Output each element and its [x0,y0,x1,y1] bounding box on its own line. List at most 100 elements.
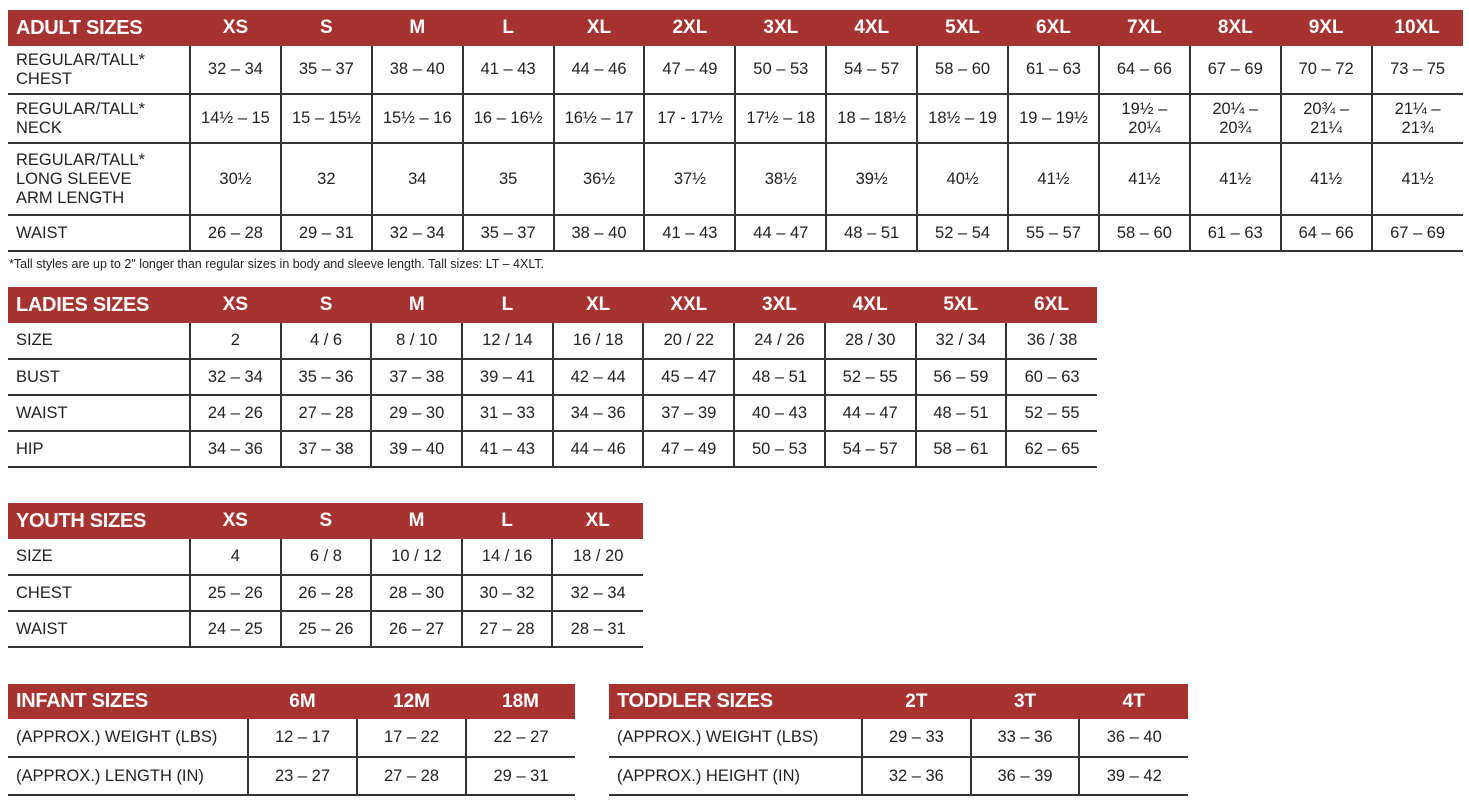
measurement-cell: 58 – 60 [1097,215,1190,252]
measurement-cell: 67 – 69 [1370,215,1463,252]
row-label: (APPROX.) WEIGHT (LBS) [8,719,248,758]
measurement-cell: 44 – 47 [823,395,916,432]
row-label: (APPROX.) WEIGHT (LBS) [609,719,862,758]
measurement-cell: 32 – 34 [370,215,463,252]
youth-sizes-table: YOUTH SIZES XS S M L XL SIZE 4 6 / 8 10 / 12 14 / … [8,503,643,648]
measurement-cell: 55 – 57 [1007,215,1099,252]
measurement-cell: 41½ [1370,143,1463,216]
measurement-cell: 29 – 33 [861,719,971,758]
measurement-cell: 20¼ – 20¾ [1188,94,1281,144]
size-header: 4XL [826,10,918,46]
measurement-cell: 18 / 20 [551,539,643,576]
measurement-cell: 18 – 18½ [825,94,918,144]
measurement-cell: 38 – 40 [552,215,645,252]
measurement-cell: 16½ – 17 [552,94,645,144]
measurement-cell: 24 / 26 [733,323,825,360]
measurement-cell: 17½ – 18 [734,94,827,144]
measurement-cell: 44 – 46 [551,431,644,468]
measurement-cell: 52 – 55 [1005,395,1097,432]
measurement-cell: 60 – 63 [1005,359,1097,396]
size-header: L [461,503,553,539]
measurement-cell: 16 – 16½ [461,94,554,144]
table-row: WAIST 26 – 28 29 – 31 32 – 34 35 – 37 38 – 40… [8,215,1463,252]
row-label: SIZE [8,323,191,360]
measurement-cell: 39½ [825,143,918,216]
measurement-cell: 36 – 39 [969,757,1080,796]
row-label: WAIST [8,395,191,432]
size-header: M [371,287,463,323]
measurement-cell: 73 – 75 [1370,46,1463,95]
header-row: YOUTH SIZES XS S M L XL [8,503,643,539]
measurement-cell: 32 – 34 [551,575,643,612]
measurement-cell: 50 – 53 [734,46,827,95]
size-header: 3T [970,684,1080,719]
measurement-cell: 34 – 36 [189,431,281,468]
measurement-cell: 70 – 72 [1279,46,1372,95]
size-header: L [462,287,553,323]
measurement-cell: 29 – 30 [370,395,463,432]
table-row: (APPROX.) WEIGHT (LBS) 12 – 17 17 – 22 22 –… [8,719,575,758]
measurement-cell: 64 – 66 [1097,46,1190,95]
size-header: 6XL [1008,10,1099,46]
measurement-cell: 36 / 38 [1005,323,1097,360]
row-label: REGULAR/TALL* LONG SLEEVE ARM LENGTH [8,143,191,216]
measurement-cell: 31 – 33 [461,395,553,432]
infant-sizes-table: INFANT SIZES 6M 12M 18M (APPROX.) WEIGHT (LB… [8,684,575,796]
measurement-cell: 41½ [1279,143,1372,216]
table-row: WAIST 24 – 26 27 – 28 29 – 30 31 – 33 34 – 36… [8,395,1097,432]
measurement-cell: 35 – 36 [279,359,372,396]
tall-footnote: *Tall styles are up to 2" longer than re… [9,257,545,271]
adult-sizes-table: ADULT SIZES XS S M L XL 2XL 3XL 4XL 5XL 6XL 7XL 8XL 9… [8,10,1463,252]
measurement-cell: 32 – 34 [189,46,281,95]
size-header: S [280,503,372,539]
measurement-cell: 14 / 16 [460,539,553,576]
measurement-cell: 24 – 26 [189,395,281,432]
measurement-cell: 64 – 66 [1279,215,1372,252]
measurement-cell: 54 – 57 [823,431,916,468]
size-header: 7XL [1098,10,1190,46]
measurement-cell: 28 – 30 [370,575,462,612]
measurement-cell: 52 – 54 [916,215,1009,252]
measurement-cell: 42 – 44 [551,359,644,396]
measurement-cell: 50 – 53 [733,431,825,468]
measurement-cell: 12 / 14 [461,323,553,360]
size-header: 6M [248,684,357,719]
table-title: YOUTH SIZES [8,503,190,539]
measurement-cell: 37 – 38 [370,359,463,396]
measurement-cell: 34 [370,143,463,216]
measurement-cell: 34 – 36 [551,395,644,432]
size-header: 4XL [824,287,916,323]
measurement-cell: 12 – 17 [247,719,357,758]
measurement-cell: 41 – 43 [461,431,553,468]
measurement-cell: 61 – 63 [1007,46,1099,95]
size-header: XXL [643,287,735,323]
header-row: TODDLER SIZES 2T 3T 4T [609,684,1189,719]
measurement-cell: 38 – 40 [370,46,463,95]
measurement-cell: 24 – 25 [189,611,281,648]
table-row: (APPROX.) LENGTH (IN) 23 – 27 27 – 28 29 – … [8,757,575,796]
measurement-cell: 56 – 59 [914,359,1007,396]
measurement-cell: 36½ [552,143,645,216]
size-header: M [371,10,463,46]
measurement-cell: 26 – 28 [279,575,372,612]
size-header: 10XL [1371,10,1463,46]
measurement-cell: 16 / 18 [551,323,644,360]
table-title: INFANT SIZES [8,684,248,719]
measurement-cell: 41½ [1097,143,1190,216]
size-header: XL [553,10,645,46]
measurement-cell: 41½ [1188,143,1281,216]
size-header: 18M [466,684,575,719]
measurement-cell: 25 – 26 [279,611,372,648]
size-header: XL [552,287,644,323]
measurement-cell: 32 – 34 [189,359,281,396]
measurement-cell: 35 – 37 [279,46,372,95]
measurement-cell: 32 [279,143,372,216]
toddler-sizes-table: TODDLER SIZES 2T 3T 4T (APPROX.) WEIGHT (LBS… [609,684,1189,796]
measurement-cell: 20 / 22 [642,323,735,360]
row-label: BUST [8,359,191,396]
measurement-cell: 32 – 36 [861,757,971,796]
measurement-cell: 22 – 27 [465,719,575,758]
measurement-cell: 23 – 27 [247,757,357,796]
measurement-cell: 44 – 47 [734,215,827,252]
table-row: WAIST 24 – 25 25 – 26 26 – 27 27 – 28 28 – 31 [8,611,643,648]
